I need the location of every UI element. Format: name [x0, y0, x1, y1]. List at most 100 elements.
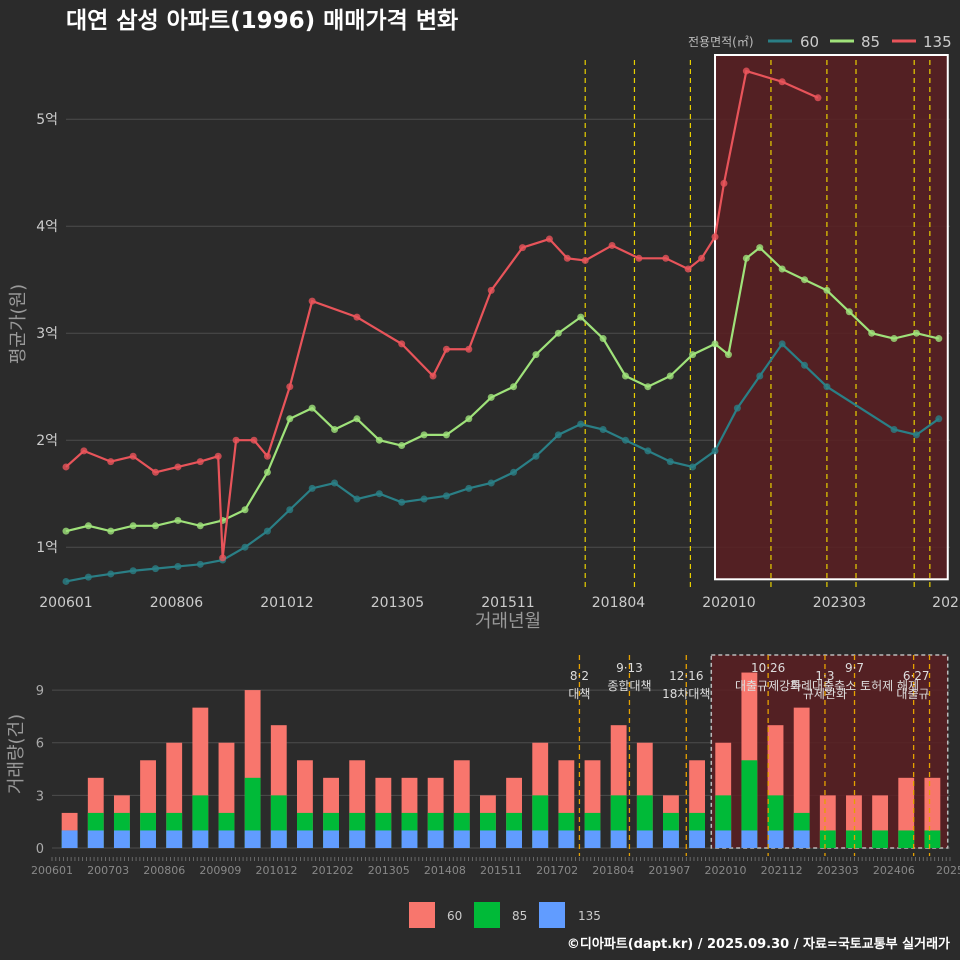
volume-bar-135 [453, 830, 470, 848]
price-point-85 [644, 383, 652, 391]
price-point-85 [62, 527, 70, 535]
price-point-60 [62, 577, 70, 585]
price-x-tick-label: 201305 [371, 595, 424, 611]
volume-bar-135 [480, 830, 496, 848]
price-point-60 [621, 436, 629, 444]
volume-x-tick-label: 202303 [817, 864, 859, 877]
volume-bar-135 [558, 830, 575, 848]
price-point-135 [214, 452, 222, 460]
price-point-85 [263, 468, 271, 476]
price-point-135 [232, 436, 240, 444]
price-point-60 [801, 361, 809, 369]
price-line-60 [65, 342, 940, 583]
volume-x-tick-label: 201804 [592, 864, 634, 877]
price-plot: 1억 2억 3억 4억 5억 200601 200806 201012 201305 201511… [36, 54, 960, 611]
volume-bar-135 [244, 830, 261, 848]
volume-bar-135 [140, 830, 156, 848]
volume-bar-135 [61, 830, 78, 848]
price-point-85 [890, 335, 898, 343]
price-point-135 [711, 233, 719, 241]
legend-label-135: 135 [923, 33, 952, 51]
policy-annotation-text: 18차대책 [662, 686, 710, 701]
price-point-85 [666, 372, 674, 380]
volume-x-tick-label: 201907 [648, 864, 690, 877]
price-y-axis-title: 평균가(원) [8, 284, 29, 364]
legend-box-85 [474, 902, 500, 928]
price-point-135 [684, 265, 692, 273]
price-point-85 [868, 329, 876, 337]
volume-bar-135 [610, 830, 627, 848]
price-point-60 [510, 468, 518, 476]
policy-annotation-text: 종합대책 [607, 678, 651, 693]
price-point-135 [286, 383, 294, 391]
price-point-60 [756, 372, 764, 380]
price-point-85 [375, 436, 383, 444]
policy-annotation-text: 대출규제강화 [735, 679, 801, 693]
price-point-85 [912, 329, 920, 337]
volume-y-tick-label: 6 [36, 737, 44, 752]
price-point-85 [487, 393, 495, 401]
volume-bar-135 [218, 830, 235, 848]
volume-x-tick-label: 201702 [536, 864, 578, 877]
price-point-135 [742, 67, 750, 75]
volume-bar-135 [427, 830, 444, 848]
price-point-60 [935, 415, 943, 423]
volume-bar-135 [401, 830, 418, 848]
price-point-85 [129, 522, 137, 530]
price-point-85 [801, 276, 809, 284]
volume-bar-135 [166, 830, 183, 848]
price-point-85 [152, 522, 160, 530]
price-point-85 [331, 426, 339, 433]
price-point-85 [778, 265, 786, 273]
volume-bar-135 [323, 830, 339, 848]
volume-bar-85 [898, 830, 915, 848]
price-x-tick-label: 201012 [260, 595, 313, 611]
volume-legend-label-85: 85 [512, 909, 527, 923]
price-y-tick-label: 5억 [36, 112, 58, 128]
price-point-135 [465, 345, 473, 353]
price-point-85 [724, 351, 732, 359]
price-point-60 [129, 567, 137, 575]
price-x-tick-label: 2025 [932, 595, 960, 611]
price-point-85 [84, 522, 92, 530]
price-x-tick-label: 202010 [702, 595, 755, 611]
volume-y-axis-title: 거래량(건) [6, 714, 27, 794]
price-point-135 [196, 458, 204, 466]
price-point-135 [107, 458, 115, 466]
price-point-85 [935, 335, 943, 343]
price-point-60 [442, 492, 450, 500]
price-point-85 [442, 431, 450, 439]
price-point-135 [519, 244, 527, 252]
price-point-60 [174, 562, 182, 570]
price-point-85 [107, 527, 115, 535]
volume-bar-60 [793, 707, 810, 848]
volume-x-tick-label: 200703 [87, 864, 129, 877]
volume-bar-135 [87, 830, 104, 848]
price-y-tick-label: 1억 [36, 540, 58, 556]
legend-box-60 [409, 902, 435, 928]
price-point-85 [845, 308, 853, 316]
price-point-135 [778, 78, 786, 86]
price-point-135 [608, 241, 616, 249]
volume-bar-135 [270, 830, 287, 848]
price-point-135 [581, 256, 589, 264]
volume-x-tick-label: 200909 [199, 864, 241, 877]
price-point-135 [563, 254, 571, 262]
price-point-60 [465, 484, 473, 492]
price-x-axis-title: 거래년월 [475, 611, 541, 632]
volume-bar-135 [636, 830, 653, 848]
policy-annotation-date: 6·27 [903, 669, 930, 683]
volume-plot: 0 3 6 9 8·2 대책 9·13 종합대책 12·16 18차대책 10·26 대출규제강화 1·… [31, 654, 960, 877]
price-point-85 [286, 415, 294, 423]
price-point-85 [711, 340, 719, 348]
price-point-60 [599, 426, 607, 433]
volume-legend: 60 85 135 [409, 902, 601, 928]
price-point-85 [241, 506, 249, 514]
price-point-85 [621, 372, 629, 380]
price-x-tick-label: 201804 [592, 595, 646, 611]
policy-annotation-date: 9·13 [616, 661, 643, 675]
volume-x-tick-label: 201305 [368, 864, 410, 877]
chart-title: 대연 삼성 아파트(1996) 매매가격 변화 [66, 8, 458, 34]
price-highlight-region [714, 54, 949, 581]
